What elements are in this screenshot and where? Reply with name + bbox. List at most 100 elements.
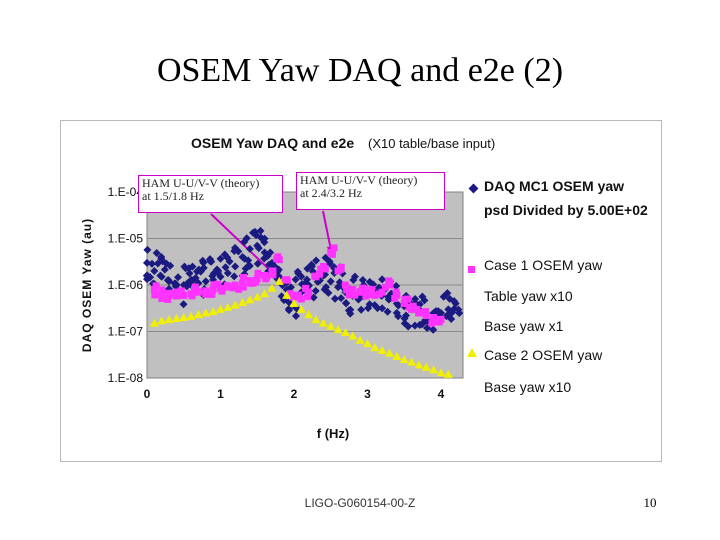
chart-svg: 0 1 2 3 4 1.E-04 1.E-05 1.E-06 1.E-07 1.E-08 OSEM… [80, 135, 495, 441]
case2-point [193, 310, 203, 319]
daq-point [454, 305, 463, 314]
case1-point [164, 295, 172, 303]
daq-point [378, 304, 387, 313]
daq-point [364, 304, 373, 313]
case2-point [421, 362, 431, 371]
case1-point [218, 287, 226, 295]
y-tick-label: 1.E-08 [108, 371, 144, 385]
y-tick-label: 1.E-06 [108, 278, 144, 292]
legend-item-base-yaw-x1: Base yaw x1 [484, 318, 564, 334]
daq-point [392, 282, 401, 291]
case1-point [305, 288, 313, 296]
case1-point [381, 283, 389, 291]
legend-item-case1: Case 1 OSEM yaw [484, 257, 603, 273]
annotation-2-line1: HAM U-U/V-V (theory) [300, 173, 418, 187]
daq-point [274, 265, 283, 274]
case2-point [186, 312, 196, 321]
case2-point [223, 302, 233, 311]
daq-point [174, 273, 183, 282]
daq-point [163, 276, 172, 285]
case1-point [252, 278, 260, 286]
daq-point [448, 308, 457, 317]
daq-point [221, 263, 230, 272]
daq-point [392, 308, 401, 317]
case1-point [150, 286, 158, 294]
daq-point [294, 269, 303, 278]
y-tick-label: 1.E-05 [108, 232, 144, 246]
daq-point [337, 294, 346, 303]
case1-point [173, 288, 181, 296]
case2-point [326, 321, 336, 330]
case1-point [254, 269, 262, 277]
case1-point [422, 308, 430, 316]
case1-point [345, 291, 353, 299]
daq-point [188, 262, 197, 271]
daq-point [330, 294, 339, 303]
case2-point [443, 369, 453, 378]
annotation-box-2: HAM U-U/V-V (theory) at 2.4/3.2 Hz [296, 172, 445, 210]
case1-point [269, 267, 277, 275]
daq-point [244, 256, 253, 265]
case1-point [302, 284, 310, 292]
case2-point [414, 360, 424, 369]
daq-point [335, 278, 344, 287]
case2-point [392, 351, 402, 360]
case1-point [202, 290, 210, 298]
case1-point [229, 284, 237, 292]
daq-point [254, 244, 263, 253]
x-tick-label: 4 [438, 387, 445, 401]
case1-point [430, 314, 438, 322]
legend-item-daq-line2: psd Divided by 5.00E+02 [484, 202, 648, 218]
daq-point [179, 300, 188, 309]
case2-point [362, 339, 372, 348]
y-tick-label: 1.E-04 [108, 185, 144, 199]
daq-point [439, 292, 448, 301]
daq-point [358, 276, 367, 285]
case2-point [282, 290, 292, 299]
daq-point [450, 304, 459, 313]
case1-point [286, 290, 294, 298]
daq-point [286, 283, 295, 292]
case2-point [179, 313, 189, 322]
case1-point [158, 286, 166, 294]
case2-point [399, 354, 409, 363]
case2-point [245, 295, 255, 304]
daq-point [266, 248, 275, 257]
daq-point [370, 301, 379, 310]
case2-point [230, 300, 240, 309]
x-tick-label: 1 [217, 387, 224, 401]
case1-point [177, 287, 185, 295]
case1-point [164, 289, 172, 297]
case1-point [409, 302, 417, 310]
daq-point [256, 226, 265, 235]
daq-point [308, 267, 317, 276]
daq-point [325, 257, 334, 266]
daq-point [450, 297, 459, 306]
chart-subtitle: (X10 table/base input) [368, 136, 495, 151]
daq-point [378, 275, 387, 284]
case1-point [224, 282, 232, 290]
case2-point [208, 306, 218, 315]
daq-point [185, 269, 194, 278]
case1-point [235, 285, 243, 293]
daq-point [349, 276, 358, 285]
daq-point [417, 320, 426, 329]
case1-point [158, 295, 166, 303]
case1-point [194, 287, 202, 295]
daq-point [160, 265, 169, 274]
case1-point [368, 286, 376, 294]
daq-point [242, 234, 251, 243]
daq-point [207, 257, 216, 266]
case1-point [188, 292, 196, 300]
case1-point [247, 279, 255, 287]
case1-point [281, 276, 289, 284]
daq-point [322, 283, 331, 292]
daq-point [400, 314, 409, 323]
case2-point [348, 331, 358, 340]
daq-point [302, 275, 311, 284]
case2-point [289, 299, 299, 308]
case1-point [151, 291, 159, 299]
page-number: 10 [643, 495, 657, 510]
daq-point [402, 311, 411, 320]
daq-point [383, 307, 392, 316]
